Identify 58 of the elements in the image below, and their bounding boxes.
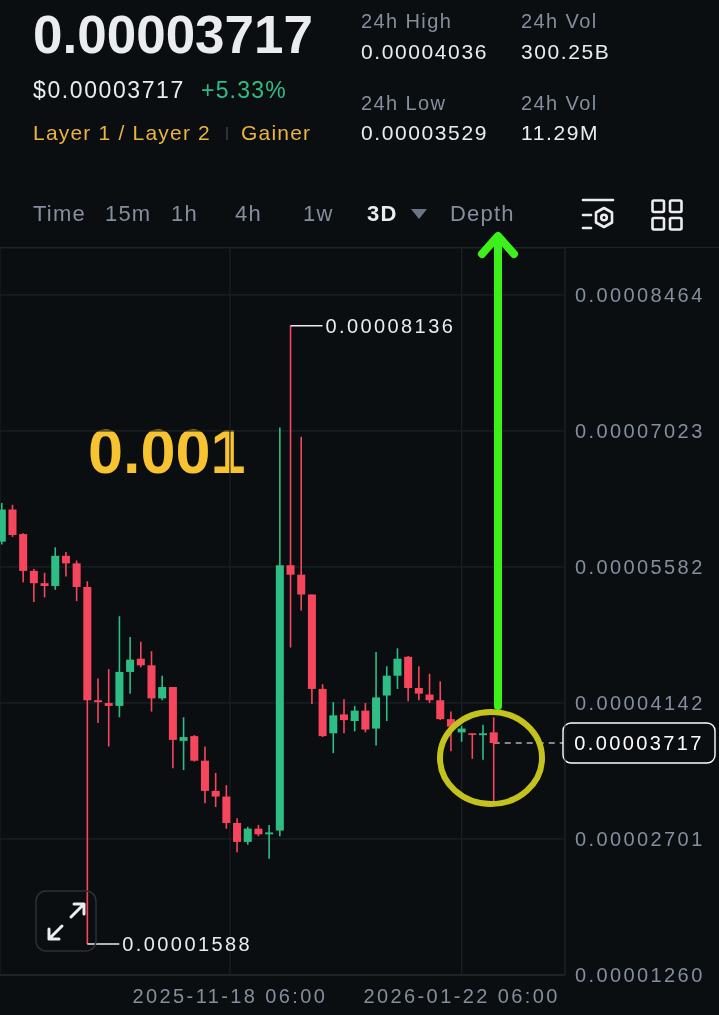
candlestick: [158, 674, 167, 702]
candlestick: [479, 724, 488, 761]
candlestick: [94, 677, 103, 724]
candlestick: [414, 665, 423, 702]
text: Layer 1 / Layer 2: [33, 120, 211, 146]
y-tick-label: 0.00002701: [575, 827, 705, 850]
text: Gainer: [241, 120, 312, 146]
ref-line-label: 0.00003717: [574, 732, 704, 755]
candlestick: [72, 559, 81, 602]
candlestick: [265, 824, 274, 860]
candlestick: [329, 701, 338, 754]
y-tick-label: 0.00005582: [575, 555, 705, 578]
candlestick: [350, 705, 359, 733]
text: 1h: [171, 200, 198, 228]
candlestick: [40, 571, 49, 599]
y-tick-label: 0.00004142: [575, 691, 705, 714]
candlestick: [489, 716, 498, 804]
y-tick-label: 0.00007023: [575, 419, 705, 442]
y-tick-label: 0.00001260: [575, 964, 705, 986]
text: 24h High: [361, 9, 453, 33]
candlestick: [126, 636, 135, 695]
candlestick: [361, 702, 370, 734]
text: 24h Low: [361, 91, 447, 115]
text: Depth: [450, 200, 515, 228]
candlestick: [233, 817, 242, 854]
annotation: 0.001: [88, 415, 246, 489]
candlestick: [286, 325, 295, 649]
text: 11.29M: [521, 120, 600, 146]
chart-title: 0.00003717: [33, 4, 314, 67]
x-tick-label: 2025-11-18 06:00: [132, 985, 328, 1007]
candlestick: [136, 640, 145, 669]
text: 1w: [303, 200, 334, 228]
candlestick: [29, 568, 38, 603]
text: 3D: [367, 200, 398, 228]
text: 24h Vol: [521, 91, 598, 115]
text: +5.33%: [201, 77, 287, 105]
candlestick: [382, 665, 391, 722]
text: 24h Vol: [521, 9, 598, 33]
candlestick: [436, 680, 445, 721]
candlestick: [297, 436, 306, 612]
text: 300.25B: [521, 39, 611, 65]
candlestick: [339, 698, 348, 735]
text: 4h: [235, 200, 262, 228]
text: 0.00004036: [361, 39, 488, 65]
text: 0.00003529: [361, 120, 488, 146]
annotation: 0.00008136: [325, 314, 456, 337]
candlestick: [468, 732, 477, 760]
y-tick-label: 0.00008464: [575, 283, 705, 306]
candlestick: [104, 668, 113, 748]
candlestick: [393, 647, 402, 690]
annotation: 0.00001588: [122, 933, 253, 956]
text: $0.00003717: [33, 77, 185, 105]
candlestick: [61, 551, 70, 578]
x-tick-label: 2026-01-22 06:00: [363, 985, 560, 1007]
text: Time: [33, 200, 86, 228]
candlestick: [211, 772, 220, 808]
candlestick: [179, 716, 188, 771]
text: 15m: [105, 200, 152, 228]
